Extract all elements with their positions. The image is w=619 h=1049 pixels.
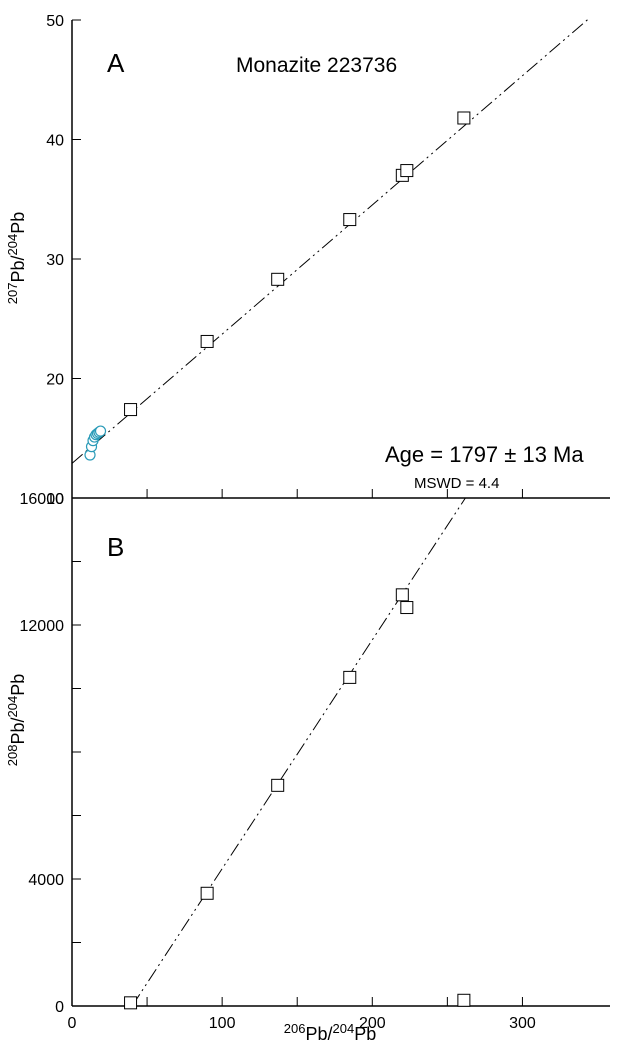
y-tick-label: 30: [46, 252, 64, 269]
panel-b-y-axis-title: 208Pb/204Pb: [5, 674, 28, 766]
data-point-square: [343, 213, 357, 227]
data-point-square: [271, 272, 285, 286]
x-axis-title: 206Pb/204Pb: [284, 1021, 376, 1044]
age-annotation: Age = 1797 ± 13 Ma: [385, 442, 584, 467]
data-point-square: [124, 996, 138, 1010]
data-point-square: [400, 164, 414, 178]
data-point-circle: [94, 425, 107, 437]
panel-a-ticks: 10 20 30 40 50: [46, 13, 610, 508]
panel-b-frame: [72, 498, 590, 1006]
data-point-square: [457, 993, 471, 1007]
x-tick-label: 0: [68, 1015, 77, 1032]
y-tick-label: 20: [46, 372, 64, 389]
panel-a-frame: [72, 20, 590, 498]
y-tick-label: 40: [46, 133, 64, 150]
panel-a: 10 20 30 40 50 A Monazite 223736 Age = 1797 …: [5, 13, 610, 508]
x-tick-label: 200: [359, 1015, 386, 1032]
panel-b-fit-line: [131, 497, 466, 1007]
data-point-square: [124, 403, 138, 417]
y-tick-label: 0: [55, 999, 64, 1016]
y-tick-label: 12000: [20, 618, 65, 635]
data-point-square: [395, 588, 409, 602]
panel-b-ticks: 0 4000 12000 16000 0 100 200 300: [20, 491, 610, 1032]
x-tick-label: 300: [509, 1015, 536, 1032]
data-point-square: [200, 334, 214, 348]
data-point-square: [200, 886, 214, 900]
panel-a-y-axis-title: 207Pb/204Pb: [5, 212, 28, 304]
data-point-square: [271, 778, 285, 792]
data-point-square: [400, 601, 414, 615]
panel-b-points: [124, 588, 471, 1010]
panel-a-points: [84, 111, 471, 461]
y-tick-label: 50: [46, 13, 64, 30]
panel-a-letter: A: [107, 48, 125, 78]
mswd-annotation: MSWD = 4.4: [414, 475, 499, 492]
y-tick-label: 10: [46, 491, 64, 508]
data-point-square: [457, 111, 471, 125]
y-tick-label: 16000: [20, 491, 65, 508]
y-tick-label: 4000: [28, 872, 64, 889]
panel-b-letter: B: [107, 532, 124, 562]
panel-a-title: Monazite 223736: [236, 54, 397, 77]
panel-a-fit-line: [71, 17, 591, 464]
x-tick-label: 100: [209, 1015, 236, 1032]
data-point-square: [343, 670, 357, 684]
